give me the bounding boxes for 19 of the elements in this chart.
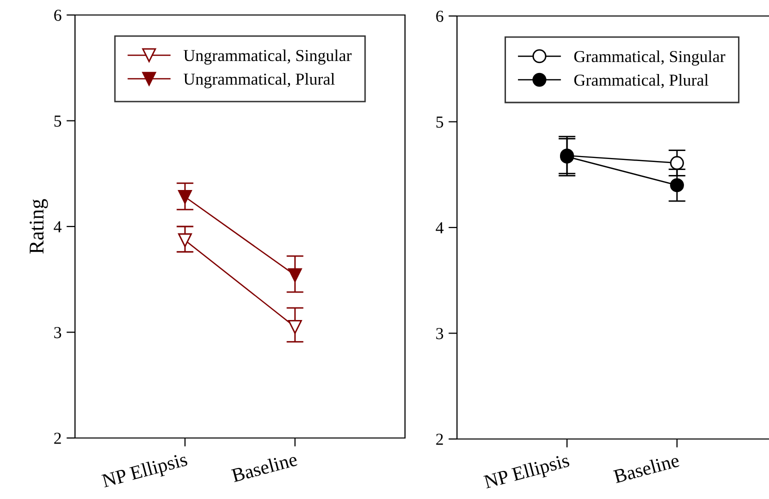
y-tick-label: 3	[436, 328, 444, 340]
legend-label: Grammatical, Plural	[574, 74, 708, 88]
y-tick-label: 2	[54, 432, 61, 444]
y-tick-label: 4	[436, 222, 444, 234]
y-tick-label: 6	[54, 10, 62, 21]
y-tick-label: 4	[54, 221, 62, 232]
x-tick-label: NP Ellipsis	[483, 453, 571, 492]
y-axis-title: Rating	[30, 199, 48, 254]
legend-label: Grammatical, Singular	[574, 50, 726, 66]
legend-label: Ungrammatical, Plural	[184, 73, 335, 88]
y-tick-label: 2	[436, 434, 443, 445]
y-tick-label: 3	[54, 326, 62, 338]
x-tick-label: NP Ellipsis	[101, 452, 189, 492]
y-tick-label: 5	[436, 116, 444, 128]
y-tick-label: 6	[436, 10, 444, 22]
legend-label: Ungrammatical, Singular	[184, 49, 352, 65]
x-tick-label: Baseline	[612, 453, 680, 484]
y-tick-label: 5	[54, 116, 62, 127]
x-tick-label: Baseline	[230, 452, 298, 482]
